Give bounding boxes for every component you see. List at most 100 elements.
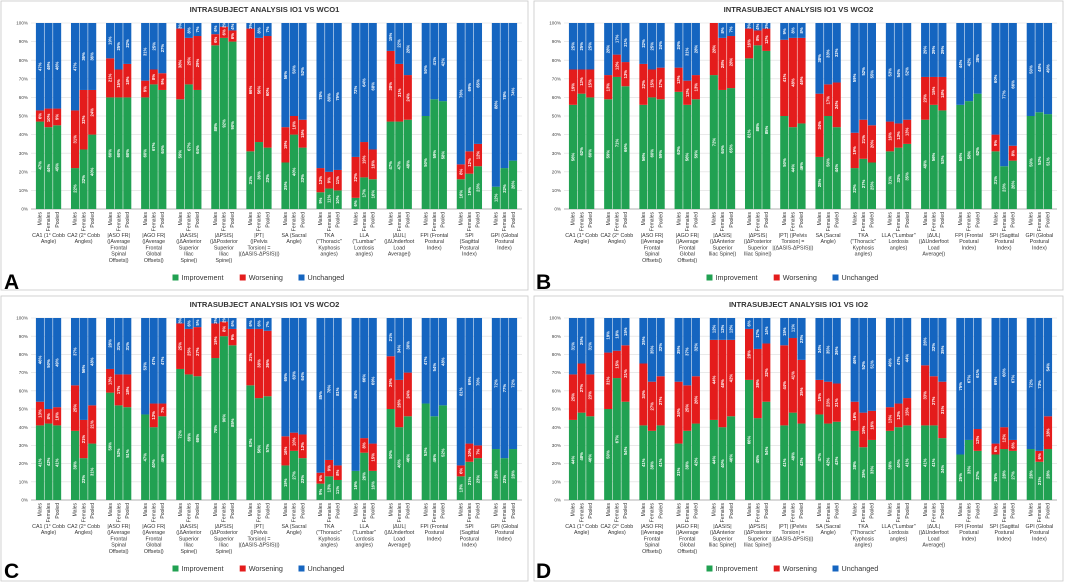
value-label: 8% — [186, 27, 191, 33]
bar-unchanged — [788, 318, 797, 339]
group-label: CA2 (2° Cobb Angles) — [600, 524, 633, 536]
subgroup-label: Pooled — [1046, 212, 1052, 228]
bar-improvement — [647, 430, 657, 500]
subgroup-label: Males — [817, 503, 823, 517]
bar-unchanged — [964, 23, 974, 102]
subgroup-label: Females — [292, 212, 298, 232]
value-label: 41% — [931, 458, 936, 467]
group-label: FPI (Frontal Postural Index) — [420, 233, 448, 251]
value-label: 28% — [693, 45, 698, 54]
bar-worsening — [621, 62, 630, 87]
value-label: 15% — [931, 86, 936, 95]
value-label: 3% — [178, 22, 183, 28]
value-label: 60% — [993, 74, 998, 83]
bar-worsening — [867, 125, 876, 163]
bar-improvement — [647, 97, 657, 209]
value-label: 69% — [186, 433, 191, 442]
bar-unchanged — [438, 23, 447, 102]
subgroup-label: Males — [817, 212, 823, 226]
bar-improvement — [123, 97, 132, 209]
bar-improvement — [114, 97, 123, 209]
value-label: 16% — [869, 421, 874, 430]
bar-improvement — [797, 123, 806, 209]
group-label: |ΔPSIS| (|ΔPosterior Superior Iliac Spine|) — [744, 524, 772, 549]
bar-improvement — [44, 423, 53, 500]
bar-unchanged — [44, 23, 53, 109]
subgroup-label: Pooled — [265, 503, 271, 519]
subgroup-label: Females — [397, 503, 403, 523]
bar-worsening — [403, 75, 412, 120]
bar-worsening — [762, 28, 771, 51]
value-label: 19% — [108, 36, 113, 45]
value-label: 6% — [221, 29, 226, 35]
bar-improvement — [973, 450, 982, 500]
bar-unchanged — [290, 23, 299, 116]
bar-worsening — [88, 89, 97, 135]
value-label: 34% — [940, 465, 945, 474]
bar-unchanged — [70, 318, 80, 386]
bar-worsening — [368, 443, 377, 471]
group-label: TKA ("Thoracic" Kyphosis angles) — [850, 233, 876, 258]
bar-unchanged — [351, 318, 360, 471]
bar-unchanged — [568, 318, 578, 375]
legend-swatch-unchanged — [298, 274, 305, 281]
bar-improvement — [973, 93, 982, 209]
bar-improvement — [709, 419, 718, 500]
value-label: 42% — [966, 58, 971, 67]
bar-improvement — [316, 483, 325, 500]
value-label: 19% — [362, 155, 367, 164]
group-label: SA (Sacral Angle) — [282, 233, 307, 245]
value-label: 56% — [81, 364, 86, 373]
value-label: 15% — [782, 327, 787, 336]
subgroup-label: Males — [782, 503, 788, 517]
group-label: |AGO FR| (|Average Frontal Global Offsets|) — [676, 524, 699, 555]
group-label: SA (Sacral Angle) — [816, 233, 841, 245]
y-tick-label: 90% — [19, 39, 28, 44]
chart-title: INTRASUBJECT ANALYSIS IO1 VS WCO2 — [190, 300, 340, 309]
bar-unchanged — [395, 23, 404, 64]
subgroup-label: Males — [494, 212, 500, 226]
bar-improvement — [70, 430, 80, 500]
bar-improvement — [53, 125, 62, 209]
bar-improvement — [964, 439, 974, 500]
bar-unchanged — [1008, 23, 1017, 146]
group-label: |PT| (|Pelvis Torsion| = |(ΔASIS-ΔPSIS)|) — [238, 524, 279, 549]
bar-improvement — [53, 425, 62, 500]
value-label: 59% — [432, 150, 437, 159]
bar-unchanged — [281, 318, 290, 437]
subgroup-label: Pooled — [160, 503, 166, 519]
value-label: 40% — [397, 459, 402, 468]
value-label: 13% — [606, 83, 611, 92]
value-label: 59% — [693, 150, 698, 159]
value-label: 21% — [467, 476, 472, 485]
group-label: |ΔUL| (|ΔUnderfoot Load Average|) — [384, 524, 414, 549]
value-label: 15% — [905, 407, 910, 416]
value-label: 31% — [623, 369, 628, 378]
value-label: 52% — [116, 448, 121, 457]
value-label: 31% — [90, 467, 95, 476]
bar-improvement — [815, 414, 824, 500]
bar-improvement — [604, 409, 613, 500]
value-label: 23% — [300, 475, 305, 484]
bar-unchanged — [586, 318, 595, 375]
group-label: |ASO FR| (|Average Frontal Spinal Offsets|) — [107, 233, 130, 264]
value-label: 13% — [685, 88, 690, 97]
bar-worsening — [604, 75, 613, 100]
subgroup-label: Females — [362, 503, 368, 523]
panel-D: INTRASUBJECT ANALYSIS IO1 VS IO2 0% 10% 20%… — [533, 295, 1064, 582]
bar-worsening — [79, 419, 88, 459]
bar-worsening — [219, 26, 228, 38]
value-label: 7% — [195, 26, 200, 32]
value-label: 11% — [790, 324, 795, 332]
value-label: 58% — [966, 151, 971, 160]
bar-improvement — [246, 151, 255, 209]
value-label: 32% — [834, 48, 839, 57]
subgroup-label: Males — [73, 503, 79, 517]
value-label: 16% — [370, 160, 375, 169]
subgroup-label: Pooled — [55, 503, 61, 519]
bar-unchanged — [44, 318, 53, 409]
subgroup-label: Females — [685, 212, 691, 232]
bar-improvement — [1035, 461, 1044, 500]
value-label: 28% — [817, 178, 822, 187]
bar-worsening — [228, 30, 237, 42]
